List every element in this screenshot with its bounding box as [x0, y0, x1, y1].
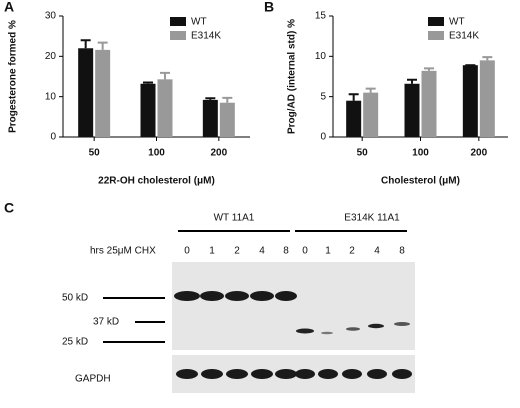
lane-label: 2: [349, 246, 355, 257]
wt-bands: [174, 291, 297, 301]
lane-label: 4: [374, 246, 380, 257]
x-axis-label: Cholesterol (μM): [381, 176, 460, 187]
panel-label: B: [264, 0, 274, 15]
bar: [219, 102, 235, 137]
y-axis-label: Prog/AD (internal std) %: [287, 19, 298, 134]
legend-swatch: [170, 31, 186, 40]
bar: [462, 65, 478, 137]
marker-label: 37 kD: [93, 317, 119, 328]
error-bar: [80, 39, 91, 49]
lane-label: 1: [325, 246, 331, 257]
x-tick-label: 50: [357, 148, 369, 159]
marker-label: 25 kD: [62, 337, 88, 348]
lane-label: 0: [302, 246, 308, 257]
error-bar: [97, 41, 108, 50]
error-bar: [205, 97, 216, 100]
group-label: E314K 11A1: [344, 213, 400, 224]
y-tick-label: 15: [315, 11, 327, 22]
error-bar: [407, 78, 417, 84]
legend-label: WT: [191, 17, 207, 28]
panel-label: A: [4, 0, 14, 15]
bar: [421, 70, 437, 137]
bar: [157, 79, 173, 137]
marker-label: 50 kD: [62, 293, 88, 304]
bar: [140, 83, 156, 137]
y-tick-label: 0: [50, 132, 56, 143]
loading-control-label: GAPDH: [75, 374, 111, 385]
y-tick-label: 20: [45, 51, 57, 62]
error-bar: [160, 71, 170, 80]
bar: [95, 49, 111, 137]
bar: [202, 99, 218, 137]
blot-membrane: [172, 262, 415, 350]
bar: [78, 48, 94, 138]
y-axis-label: Progesterone formed %: [8, 20, 19, 133]
x-axis-label: 22R-OH cholesterol (μM): [98, 176, 215, 187]
error-bar: [222, 96, 233, 103]
bar: [479, 60, 495, 137]
x-tick-label: 200: [470, 148, 487, 159]
lane-label: 2: [234, 246, 240, 257]
error-bar: [348, 93, 359, 101]
lane-label: 1: [209, 246, 215, 257]
y-tick-label: 5: [320, 91, 326, 102]
legend-swatch: [428, 17, 444, 26]
error-bar: [482, 56, 493, 61]
bar: [346, 100, 362, 137]
error-bar: [424, 67, 434, 71]
lane-label: 8: [283, 246, 289, 257]
x-tick-label: 50: [89, 148, 101, 159]
legend-swatch: [170, 17, 186, 26]
y-tick-label: 10: [315, 51, 327, 62]
x-tick-label: 200: [210, 148, 227, 159]
x-tick-label: 100: [148, 148, 165, 159]
error-bar: [365, 87, 376, 93]
lane-label: 8: [399, 246, 405, 257]
bar: [363, 92, 379, 137]
lane-label: 4: [259, 246, 265, 257]
panel-label: C: [4, 200, 14, 216]
bar: [404, 83, 420, 137]
gapdh-bands: [176, 369, 412, 379]
x-tick-label: 100: [412, 148, 429, 159]
legend-label: E314K: [449, 31, 479, 42]
legend-label: WT: [449, 17, 465, 28]
lane-label: 0: [184, 246, 190, 257]
y-tick-label: 30: [45, 11, 57, 22]
y-tick-label: 10: [45, 91, 57, 102]
e314k-bands: [296, 322, 410, 335]
group-label: WT 11A1: [214, 213, 255, 224]
treatment-label: hrs 25μM CHX: [90, 246, 156, 257]
error-bar: [143, 81, 153, 84]
legend-swatch: [428, 31, 444, 40]
y-tick-label: 0: [320, 132, 326, 143]
legend-label: E314K: [191, 31, 221, 42]
